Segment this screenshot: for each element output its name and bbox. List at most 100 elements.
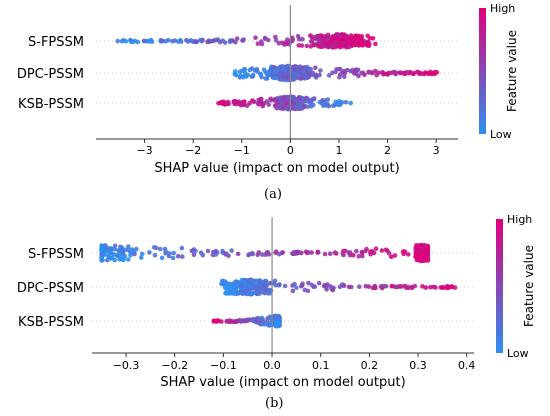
shap-point bbox=[273, 313, 278, 319]
shap-point bbox=[305, 104, 310, 109]
colorbar-low-label-b: Low bbox=[507, 347, 529, 360]
shap-point bbox=[303, 249, 309, 255]
shap-point bbox=[261, 101, 267, 106]
feature-label: DPC-PSSM bbox=[17, 67, 84, 82]
shap-point bbox=[373, 246, 379, 251]
shap-point bbox=[304, 95, 309, 101]
shap-point bbox=[234, 36, 240, 41]
shap-point bbox=[425, 246, 431, 251]
shap-point bbox=[373, 41, 378, 47]
shap-point bbox=[126, 257, 131, 262]
shap-point bbox=[299, 43, 305, 48]
shap-point bbox=[359, 70, 364, 76]
colorbar-gradient-a bbox=[479, 8, 486, 134]
colorbar-title-b: Feature value bbox=[522, 245, 536, 327]
colorbar-low-label-a: Low bbox=[490, 128, 512, 141]
shap-point bbox=[337, 66, 343, 72]
shap-point bbox=[256, 250, 262, 255]
shap-point bbox=[369, 249, 375, 254]
shap-point bbox=[123, 38, 129, 44]
shap-point bbox=[325, 41, 331, 46]
shap-point bbox=[325, 102, 331, 107]
shap-point bbox=[416, 257, 421, 263]
shap-point bbox=[157, 246, 163, 252]
shap-point bbox=[359, 250, 365, 256]
feature-label: KSB-PSSM bbox=[18, 97, 84, 112]
shap-point bbox=[430, 70, 436, 76]
shap-point bbox=[198, 37, 203, 43]
shap-point bbox=[318, 68, 323, 73]
shap-point bbox=[334, 67, 340, 72]
shap-point bbox=[339, 100, 345, 105]
shap-point bbox=[180, 254, 185, 259]
shap-point bbox=[276, 40, 282, 46]
shap-point bbox=[247, 100, 252, 106]
shap-point bbox=[345, 38, 351, 43]
shap-point bbox=[135, 39, 141, 45]
shap-point bbox=[121, 257, 126, 263]
shap-point bbox=[253, 35, 258, 40]
shap-point bbox=[320, 97, 325, 103]
shap-point bbox=[132, 251, 137, 257]
shap-point bbox=[147, 250, 152, 255]
shap-point bbox=[282, 42, 287, 47]
shap-point bbox=[241, 67, 247, 72]
shap-point bbox=[315, 250, 321, 255]
shap-point bbox=[335, 41, 341, 47]
shap-point bbox=[348, 100, 354, 106]
shap-point bbox=[224, 287, 230, 292]
shap-point bbox=[354, 248, 359, 254]
shap-point bbox=[366, 284, 372, 289]
shap-point bbox=[255, 69, 260, 74]
shap-point bbox=[294, 285, 299, 291]
shap-point bbox=[345, 67, 350, 73]
shap-point bbox=[290, 76, 296, 82]
shap-point bbox=[379, 284, 384, 289]
shap-point bbox=[385, 72, 390, 77]
shap-point bbox=[329, 43, 335, 49]
shap-point bbox=[229, 319, 234, 324]
feature-label: KSB-PSSM bbox=[18, 315, 84, 330]
shap-point bbox=[175, 39, 181, 44]
shap-point bbox=[277, 282, 282, 287]
shap-point bbox=[223, 252, 228, 257]
shap-point bbox=[340, 32, 346, 38]
shap-point bbox=[170, 39, 175, 44]
colorbar-high-label-a: High bbox=[490, 2, 515, 15]
shap-point bbox=[320, 43, 326, 48]
colorbar-b: High Low Feature value bbox=[496, 213, 536, 360]
shap-point bbox=[205, 39, 210, 45]
shap-point bbox=[268, 288, 274, 293]
shap-point bbox=[215, 37, 220, 43]
shap-point bbox=[273, 37, 279, 43]
shap-point bbox=[259, 39, 264, 44]
shap-point bbox=[355, 67, 361, 73]
shap-point bbox=[120, 250, 125, 256]
shap-point bbox=[232, 101, 238, 107]
x-tick-label: 0.4 bbox=[458, 359, 476, 372]
shap-point bbox=[363, 248, 368, 254]
shap-point bbox=[311, 42, 317, 48]
shap-point bbox=[134, 246, 139, 252]
shap-point bbox=[290, 288, 296, 294]
shap-point bbox=[392, 253, 398, 258]
shap-point bbox=[272, 278, 278, 284]
shap-point bbox=[272, 98, 278, 103]
shap-point bbox=[275, 104, 281, 109]
shap-point bbox=[381, 72, 386, 77]
shap-point bbox=[406, 252, 411, 257]
shap-point bbox=[282, 283, 288, 289]
shap-point bbox=[335, 102, 341, 107]
shap-point bbox=[123, 247, 129, 253]
shap-point bbox=[294, 105, 299, 111]
feature-labels-a: S-FPSSM DPC-PSSM KSB-PSSM bbox=[17, 35, 84, 112]
colorbar-gradient-b bbox=[496, 219, 503, 353]
shap-point bbox=[316, 43, 321, 49]
shap-point bbox=[216, 101, 221, 106]
shap-point bbox=[389, 283, 395, 289]
shap-point bbox=[343, 99, 349, 105]
shap-point bbox=[350, 67, 356, 73]
shap-point bbox=[357, 284, 362, 290]
shap-point bbox=[360, 253, 365, 259]
